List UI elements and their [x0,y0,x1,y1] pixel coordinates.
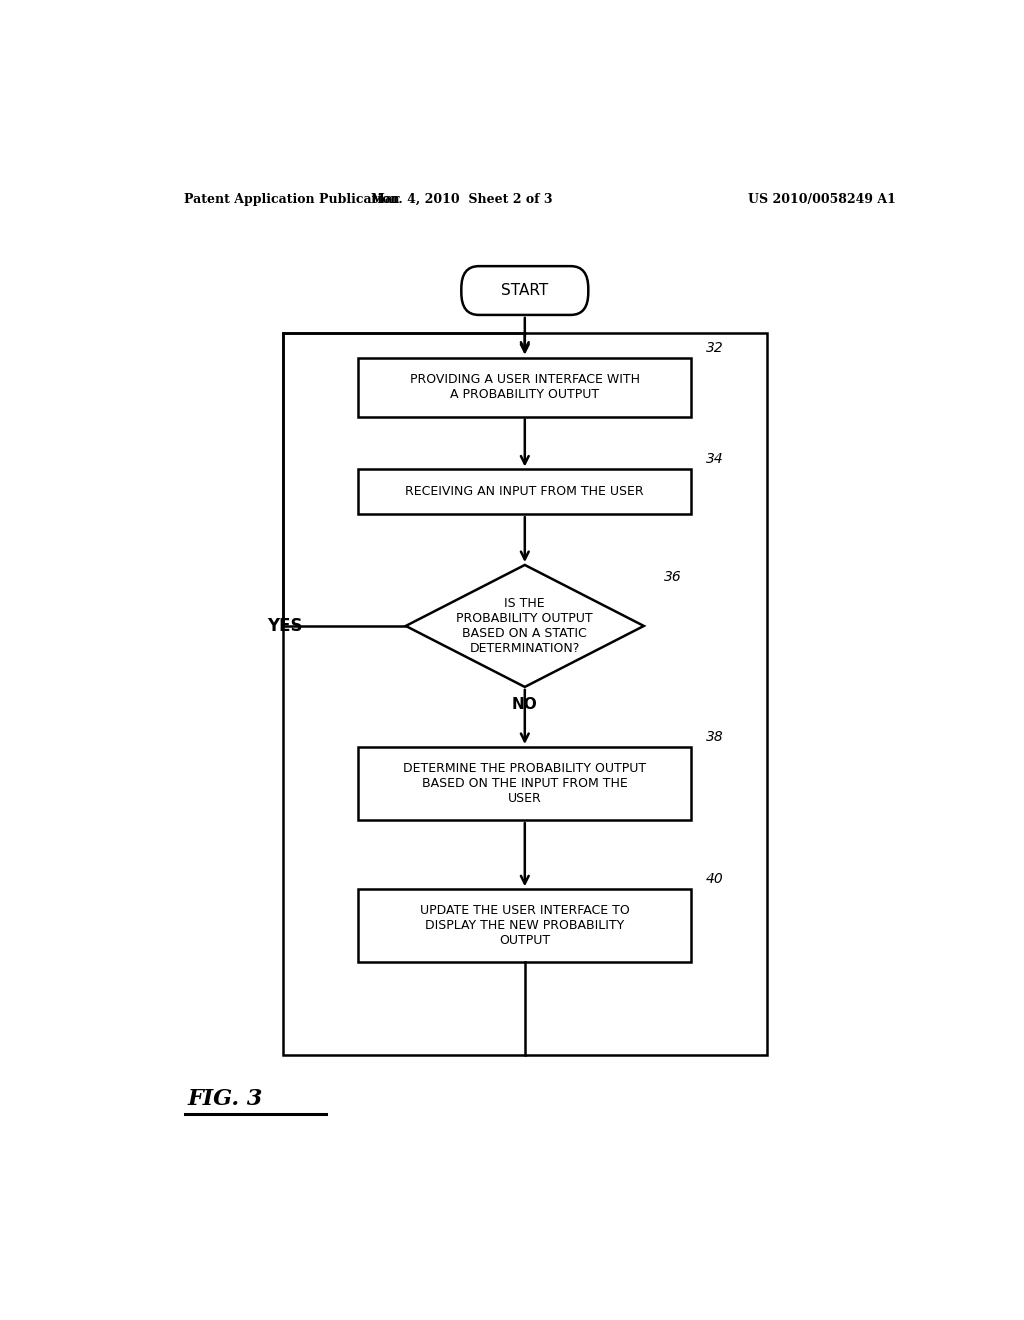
Text: Patent Application Publication: Patent Application Publication [183,193,399,206]
Text: UPDATE THE USER INTERFACE TO
DISPLAY THE NEW PROBABILITY
OUTPUT: UPDATE THE USER INTERFACE TO DISPLAY THE… [420,904,630,948]
FancyBboxPatch shape [461,267,588,315]
Text: 32: 32 [706,341,724,355]
Text: RECEIVING AN INPUT FROM THE USER: RECEIVING AN INPUT FROM THE USER [406,486,644,498]
Text: NO: NO [512,697,538,713]
Text: YES: YES [267,616,303,635]
Text: START: START [501,282,549,298]
Text: IS THE
PROBABILITY OUTPUT
BASED ON A STATIC
DETERMINATION?: IS THE PROBABILITY OUTPUT BASED ON A STA… [457,597,593,655]
Text: 36: 36 [664,570,681,583]
Bar [358,747,691,820]
Text: US 2010/0058249 A1: US 2010/0058249 A1 [749,193,896,206]
Text: 34: 34 [706,453,724,466]
Text: FIG. 3: FIG. 3 [187,1088,263,1110]
Bar [358,890,691,962]
Text: DETERMINE THE PROBABILITY OUTPUT
BASED ON THE INPUT FROM THE
USER: DETERMINE THE PROBABILITY OUTPUT BASED O… [403,762,646,805]
Text: 38: 38 [706,730,724,744]
Bar [358,470,691,515]
Text: Mar. 4, 2010  Sheet 2 of 3: Mar. 4, 2010 Sheet 2 of 3 [371,193,552,206]
Bar [283,333,767,1055]
Polygon shape [406,565,644,686]
Text: PROVIDING A USER INTERFACE WITH
A PROBABILITY OUTPUT: PROVIDING A USER INTERFACE WITH A PROBAB… [410,374,640,401]
Bar [358,358,691,417]
Text: 40: 40 [706,873,724,886]
